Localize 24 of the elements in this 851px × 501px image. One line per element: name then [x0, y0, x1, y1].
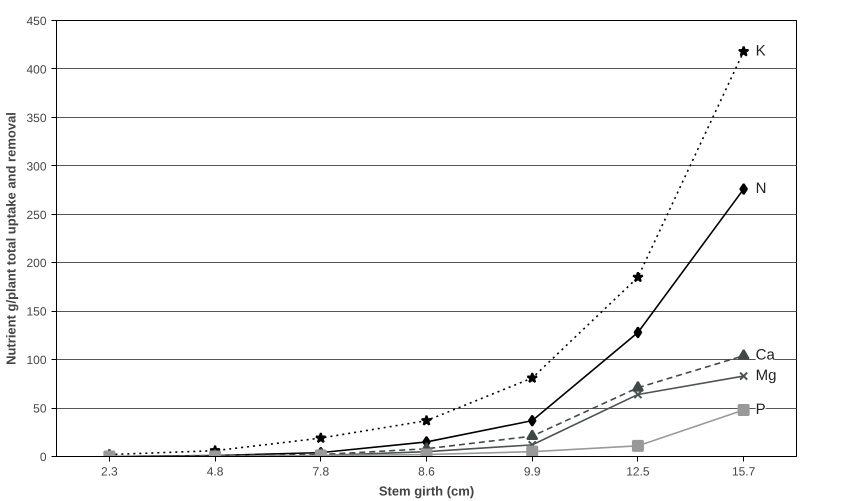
x-tick-label: 15.7: [732, 464, 756, 478]
series-label: Mg: [756, 367, 776, 384]
x-axis-title: Stem girth (cm): [378, 484, 474, 498]
y-tick-label: 400: [26, 62, 47, 76]
x-tick-label: 2.3: [101, 464, 118, 478]
x-tick-label: 7.8: [312, 464, 330, 478]
x-tick-label: 4.8: [206, 464, 224, 478]
y-tick-label: 200: [26, 256, 47, 270]
y-tick-label: 350: [26, 110, 47, 125]
series-label: K: [756, 42, 766, 60]
y-tick-label: 150: [26, 304, 47, 319]
y-axis-title: Nutrient g/plant total uptake and removal: [3, 112, 18, 365]
series-label: P: [756, 400, 766, 418]
x-tick-label: 8.6: [418, 464, 436, 478]
series-label: Ca: [756, 346, 776, 364]
series-label: N: [756, 180, 766, 198]
x-tick-label: 12.5: [626, 464, 650, 478]
y-tick-label: 300: [26, 159, 47, 174]
y-tick-label: 450: [26, 14, 47, 28]
x-tick-label: 9.9: [524, 464, 541, 478]
y-tick-label: 0: [40, 450, 47, 464]
y-tick-label: 250: [26, 208, 47, 222]
y-tick-label: 100: [26, 353, 47, 368]
y-tick-label: 50: [33, 402, 47, 416]
